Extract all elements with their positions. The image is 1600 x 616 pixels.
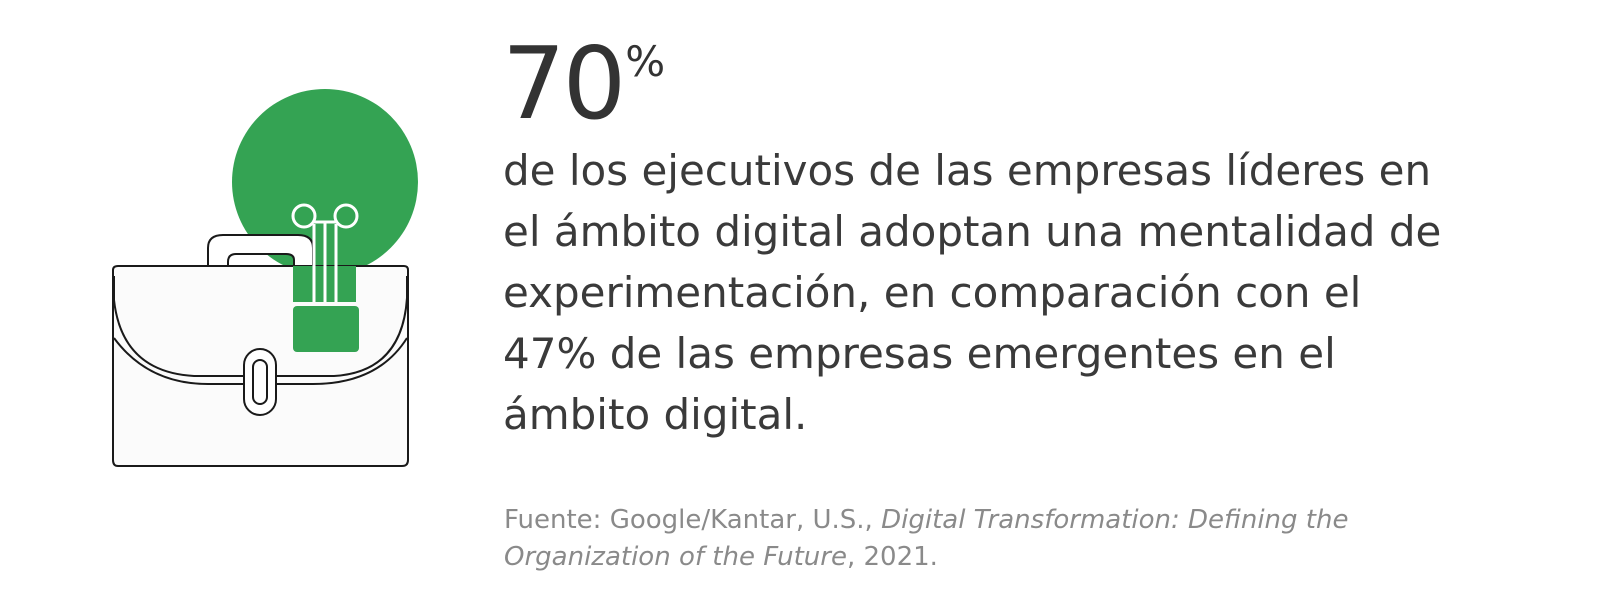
description-line: experimentación, en comparación con el [503,268,1362,317]
source-citation: Fuente: Google/Kantar, U.S., Digital Tra… [504,502,1504,576]
stat-value: 70 [502,25,626,142]
briefcase-handle [207,234,314,267]
source-prefix: Fuente: Google/Kantar, U.S., [504,505,882,535]
source-line-2: Organization of the Future, 2021. [504,539,1504,576]
source-title-part2: Organization of the Future [504,542,847,572]
briefcase-lightbulb-icon [108,80,418,475]
description-line: 47% de las empresas emergentes en el [503,329,1336,378]
bulb-filament [291,203,359,302]
bulb-globe [232,89,418,275]
source-line-1: Fuente: Google/Kantar, U.S., Digital Tra… [504,502,1504,539]
source-title-part1: Digital Transformation: Defining the [881,505,1349,535]
stat-description: de los ejecutivos de las empresas lídere… [503,140,1503,445]
headline-statistic: 70 % [502,24,665,144]
bulb-base [293,306,359,352]
description-line: de los ejecutivos de las empresas lídere… [503,146,1432,195]
description-line: ámbito digital. [503,390,808,439]
source-suffix: , 2021. [846,542,938,572]
stat-unit: % [625,37,666,86]
description-line: el ámbito digital adoptan una mentalidad… [503,207,1442,256]
